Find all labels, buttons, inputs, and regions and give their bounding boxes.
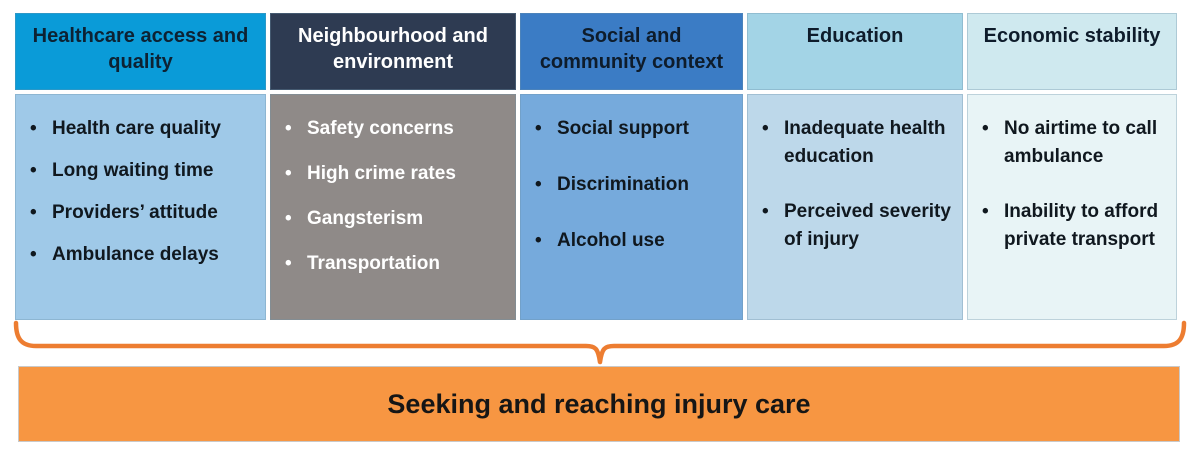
bullet-item: Discrimination [527, 171, 734, 199]
column-header: Social and community context [520, 13, 743, 90]
bullet-item: Health care quality [22, 115, 257, 143]
bullet-item: Alcohol use [527, 227, 734, 255]
column-body: Social support Discrimination Alcohol us… [520, 94, 743, 320]
bullet-item: Ambulance delays [22, 241, 257, 269]
column-header: Economic stability [967, 13, 1177, 90]
bullet-item: Perceived severity of injury [754, 198, 954, 254]
bullet-item: Inadequate health education [754, 115, 954, 171]
bullet-item: No airtime to call ambulance [974, 115, 1168, 171]
column-body: Health care quality Long waiting time Pr… [15, 94, 266, 320]
outcome-box: Seeking and reaching injury care [18, 366, 1180, 442]
underbrace-container [0, 318, 1200, 366]
bullet-list: Social support Discrimination Alcohol us… [527, 115, 734, 255]
bullet-item: Gangsterism [277, 205, 507, 233]
column-header: Education [747, 13, 963, 90]
column-healthcare-access: Healthcare access and quality Health car… [15, 13, 266, 320]
column-neighbourhood: Neighbourhood and environment Safety con… [270, 13, 516, 320]
columns-area: Healthcare access and quality Health car… [15, 13, 1185, 320]
column-header: Neighbourhood and environment [270, 13, 516, 90]
column-body: Inadequate health education Perceived se… [747, 94, 963, 320]
bullet-item: Inability to afford private transport [974, 198, 1168, 254]
bullet-item: Social support [527, 115, 734, 143]
bullet-list: Health care quality Long waiting time Pr… [22, 115, 257, 269]
column-header: Healthcare access and quality [15, 13, 266, 90]
column-economic-stability: Economic stability No airtime to call am… [967, 13, 1177, 320]
columns-row: Healthcare access and quality Health car… [15, 13, 1185, 320]
bullet-item: Transportation [277, 250, 507, 278]
column-body: No airtime to call ambulance Inability t… [967, 94, 1177, 320]
bullet-list: Inadequate health education Perceived se… [754, 115, 954, 254]
bullet-list: No airtime to call ambulance Inability t… [974, 115, 1168, 254]
bullet-list: Safety concerns High crime rates Gangste… [277, 115, 507, 278]
column-body: Safety concerns High crime rates Gangste… [270, 94, 516, 320]
column-education: Education Inadequate health education Pe… [747, 13, 963, 320]
underbrace-icon [13, 320, 1187, 365]
column-social-context: Social and community context Social supp… [520, 13, 743, 320]
bullet-item: High crime rates [277, 160, 507, 188]
bullet-item: Safety concerns [277, 115, 507, 143]
underbrace-path [13, 320, 1187, 365]
outcome-label: Seeking and reaching injury care [387, 388, 811, 419]
bullet-item: Long waiting time [22, 157, 257, 185]
bullet-item: Providers’ attitude [22, 199, 257, 227]
